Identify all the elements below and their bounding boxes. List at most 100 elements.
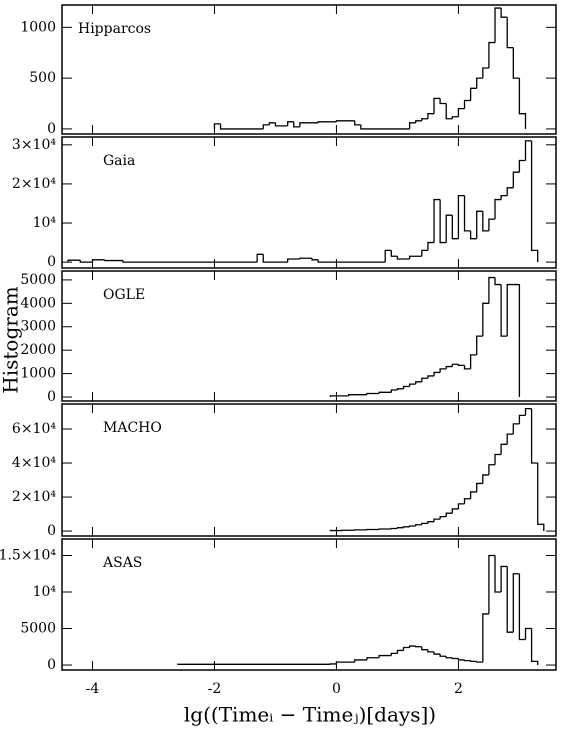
histogram-bin <box>494 555 502 593</box>
x-tick-label: -2 <box>208 681 222 697</box>
histogram-bin <box>366 657 380 660</box>
histogram-bin <box>390 250 398 257</box>
histogram-bin <box>390 527 398 530</box>
histogram-bin <box>299 122 319 127</box>
y-tick-label: 0 <box>47 254 56 270</box>
histogram-bin <box>262 254 288 263</box>
histogram-bin <box>287 258 300 263</box>
histogram-bin <box>463 498 471 504</box>
y-tick-label: 3×10⁴ <box>12 137 56 153</box>
histogram-bin <box>396 649 404 654</box>
x-tick-label: -4 <box>86 681 100 697</box>
histogram-bin <box>451 657 459 660</box>
histogram-bin <box>482 302 489 337</box>
histogram-bin <box>91 259 105 263</box>
histogram-bin <box>378 654 392 658</box>
histogram-bin <box>213 123 221 129</box>
histogram-bin <box>469 230 477 240</box>
panel-frame <box>61 538 557 671</box>
y-axis-label: Histogram <box>0 286 23 393</box>
y-tick-label: 0 <box>47 523 56 539</box>
histogram-bin <box>408 525 416 527</box>
histogram-bin <box>512 171 520 188</box>
y-tick-label: 2000 <box>20 342 56 358</box>
y-tick-label: 0 <box>47 121 56 137</box>
histogram-bin <box>463 195 471 232</box>
y-tick-label: 2×10⁴ <box>12 176 56 192</box>
histogram-bin <box>518 414 526 424</box>
y-tick-label: 1000 <box>20 19 56 35</box>
histogram-bin <box>415 524 422 526</box>
histogram-bin <box>476 482 483 492</box>
histogram-bin <box>488 276 496 304</box>
histogram-bin <box>354 659 367 663</box>
histogram-bin <box>177 663 331 666</box>
histogram-bin <box>433 651 441 655</box>
histogram-bin <box>476 77 483 89</box>
histogram-bin <box>530 628 539 666</box>
histogram-bin <box>469 87 477 101</box>
histogram-bin <box>268 122 276 125</box>
histogram-bin <box>445 103 453 120</box>
histogram-bin <box>329 395 349 398</box>
histogram-bin <box>396 527 404 529</box>
histogram-bin <box>482 474 489 484</box>
panel-label: Gaia <box>103 153 135 169</box>
histogram-bin <box>451 116 459 119</box>
histogram-bin <box>79 260 93 263</box>
histogram-bin <box>104 259 123 262</box>
histogram-bin <box>421 522 428 525</box>
histogram-bin <box>463 99 471 109</box>
histogram-bin <box>506 187 514 196</box>
y-tick-label: 500 <box>29 70 56 86</box>
histogram-bin <box>390 652 398 656</box>
histogram-bin <box>445 656 453 659</box>
y-tick-label: 10⁴ <box>33 215 57 231</box>
histogram-bin <box>439 515 447 520</box>
histogram-bin <box>512 573 520 633</box>
histogram-bin <box>433 198 441 243</box>
x-tick-label: 0 <box>332 681 341 697</box>
histogram-bin <box>408 645 416 648</box>
histogram-bin <box>445 365 453 369</box>
histogram-bin <box>530 140 539 263</box>
histogram-bin <box>494 277 502 286</box>
histogram-bin <box>445 512 453 517</box>
histogram-bin <box>415 120 422 123</box>
histogram-bin <box>488 554 496 614</box>
histogram-bin <box>408 122 416 129</box>
histogram-bin <box>494 453 502 465</box>
histogram-bin <box>262 124 270 129</box>
y-tick-label: 0 <box>47 657 56 673</box>
histogram-bin <box>408 255 422 260</box>
histogram-bin <box>506 283 514 337</box>
histogram-bin <box>457 658 465 661</box>
histogram-bin <box>500 284 508 337</box>
histogram-bin <box>500 8 508 18</box>
histogram-bin <box>439 654 447 657</box>
histogram-bin <box>402 646 410 651</box>
histogram-bin <box>347 394 367 396</box>
histogram-bin <box>488 41 496 68</box>
histogram-bin <box>482 613 489 663</box>
y-tick-label: 1.5×10⁴ <box>0 548 56 564</box>
histogram-bin <box>518 573 526 641</box>
histogram-bin <box>287 121 294 126</box>
panel-label: Hipparcos <box>78 21 151 37</box>
histogram-bin <box>256 253 264 263</box>
histogram-bin <box>506 566 514 633</box>
histogram-bin <box>122 260 258 263</box>
histogram-bin <box>500 565 508 593</box>
y-tick-label: 1000 <box>20 366 56 382</box>
histogram-bin <box>274 122 288 127</box>
panel-frame <box>61 270 557 402</box>
histogram-bin <box>402 526 410 528</box>
panel-frame <box>61 4 557 135</box>
y-tick-label: 2×10⁴ <box>12 489 56 505</box>
histogram-bin <box>476 661 483 663</box>
y-tick-label: 6×10⁴ <box>12 421 56 437</box>
histogram-bin <box>451 363 459 367</box>
histogram-bin <box>457 503 465 509</box>
histogram-bin <box>415 381 422 385</box>
histogram-bin <box>421 249 428 257</box>
